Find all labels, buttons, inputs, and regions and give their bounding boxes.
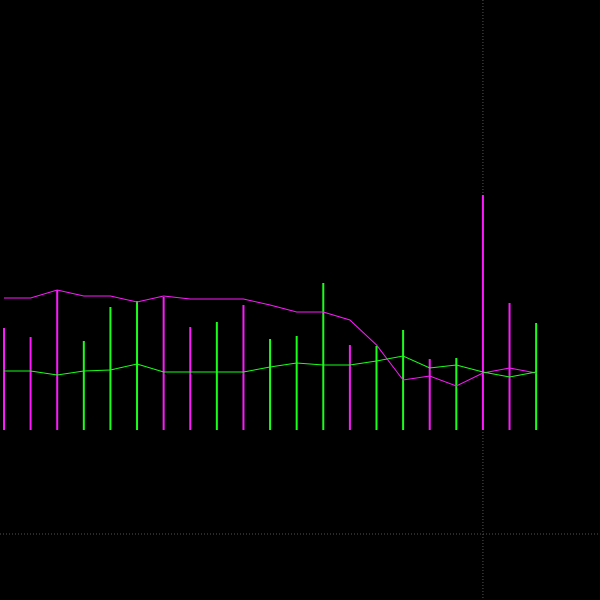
- line-series: [3, 289, 537, 387]
- line-series: [3, 355, 537, 378]
